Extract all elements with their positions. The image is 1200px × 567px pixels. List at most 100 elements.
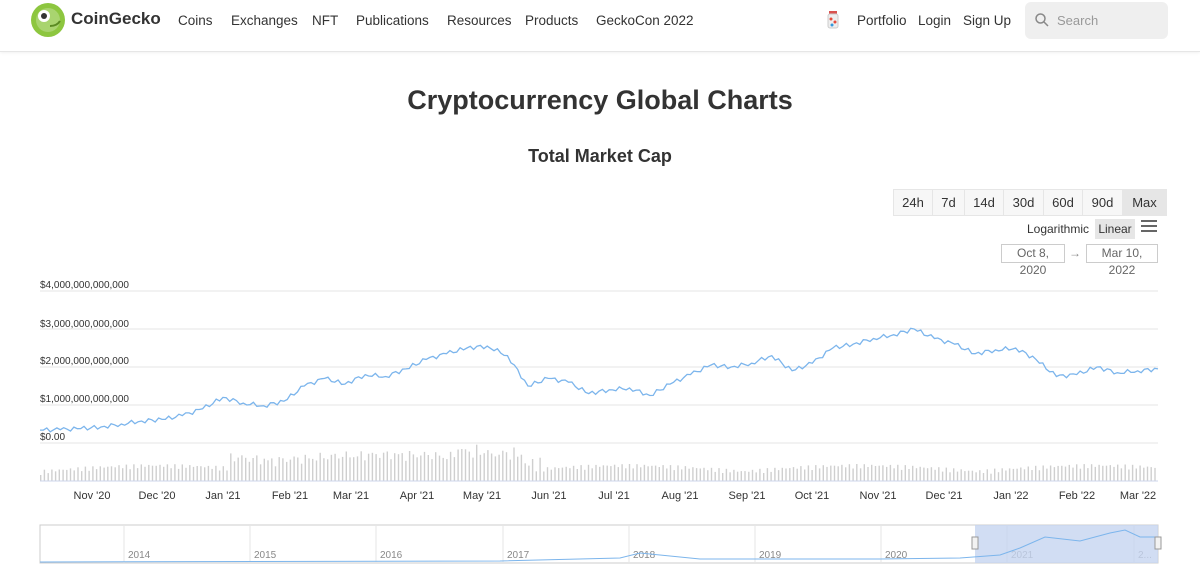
volume-bar <box>1072 467 1074 481</box>
scale-linear-button[interactable]: Linear <box>1095 219 1135 239</box>
market-cap-chart[interactable]: Nov '20 Dec '20 Jan '21 Feb '21 Mar '21 Apr '… <box>0 275 1200 567</box>
volume-bar <box>349 457 351 481</box>
nav-resources[interactable]: Resources <box>447 13 512 28</box>
volume-bar <box>420 455 422 481</box>
volume-bar <box>658 467 660 481</box>
scale-logarithmic-button[interactable]: Logarithmic <box>1026 222 1090 236</box>
market-cap-line[interactable] <box>40 327 1159 433</box>
volume-bar <box>845 467 847 481</box>
volume-bar <box>1135 468 1137 481</box>
volume-bar <box>606 465 608 481</box>
range-14d-button[interactable]: 14d <box>965 190 1004 215</box>
volume-bar <box>699 468 701 481</box>
x-tick-label: Sep '21 <box>729 490 766 502</box>
x-tick-label: Jul '21 <box>598 490 629 502</box>
volume-bar <box>353 457 355 481</box>
search-input[interactable] <box>1057 10 1157 30</box>
volume-bar <box>47 473 49 481</box>
volume-bar <box>1027 466 1029 481</box>
volume-bar <box>1001 468 1003 481</box>
x-tick-label: Mar '21 <box>333 490 369 502</box>
navigator-selection[interactable] <box>975 525 1158 563</box>
volume-bar <box>979 470 981 481</box>
x-axis-labels: Nov '20 Dec '20 Jan '21 Feb '21 Mar '21 Apr '… <box>74 490 1157 502</box>
volume-bar <box>438 455 441 481</box>
volume-bar <box>345 451 347 481</box>
volume-bar <box>949 472 951 481</box>
navigator-left-handle[interactable] <box>971 536 979 550</box>
volume-bar <box>789 468 791 481</box>
range-60d-button[interactable]: 60d <box>1044 190 1083 215</box>
volume-bar <box>103 467 105 481</box>
navigator[interactable]: 201420152016201720182019202020212... <box>39 524 1162 564</box>
volume-bar <box>751 469 754 481</box>
volume-bar <box>99 466 101 481</box>
top-navbar: CoinGecko Coins Exchanges NFT Publicatio… <box>0 0 1200 52</box>
volume-bar <box>543 471 545 481</box>
volume-bar <box>498 454 500 481</box>
volume-bar <box>390 459 392 481</box>
volume-bar <box>871 464 873 481</box>
volume-bar <box>505 452 508 481</box>
nav-login[interactable]: Login <box>918 13 952 28</box>
volume-bar <box>595 464 597 481</box>
volume-bar <box>177 468 180 481</box>
volume-bar <box>330 454 333 481</box>
volume-bar <box>1046 468 1048 481</box>
volume-bar <box>878 465 880 481</box>
volume-bar <box>1150 467 1152 481</box>
volume-bar <box>367 453 370 481</box>
volume-bar <box>1120 468 1123 481</box>
nav-coins[interactable]: Coins <box>178 13 213 28</box>
nav-geckocon[interactable]: GeckoCon 2022 <box>596 13 694 28</box>
range-24h-button[interactable]: 24h <box>894 190 933 215</box>
nav-nft[interactable]: NFT <box>312 13 339 28</box>
nav-portfolio[interactable]: Portfolio <box>857 13 907 28</box>
range-7d-button[interactable]: 7d <box>933 190 965 215</box>
volume-bar <box>73 470 75 481</box>
volume-bar <box>640 467 642 481</box>
menu-icon[interactable] <box>1141 220 1157 234</box>
nav-publications[interactable]: Publications <box>356 13 429 28</box>
range-max-button[interactable]: Max <box>1123 190 1166 215</box>
volume-bar <box>487 450 489 481</box>
volume-bar <box>613 464 616 481</box>
volume-bar <box>92 466 94 481</box>
volume-bar <box>755 472 757 481</box>
volume-bar <box>181 464 183 481</box>
volume-bar <box>569 468 571 481</box>
volume-bar <box>166 464 169 481</box>
volume-bar <box>1020 467 1022 481</box>
coingecko-logo-icon[interactable] <box>30 2 66 38</box>
navigator-right-handle[interactable] <box>1154 536 1162 550</box>
volume-bar <box>427 455 429 481</box>
volume-bar <box>617 467 619 481</box>
volume-bar <box>599 466 601 481</box>
volume-bar <box>856 464 858 481</box>
nav-products[interactable]: Products <box>525 13 579 28</box>
nav-signup[interactable]: Sign Up <box>963 13 1012 28</box>
volume-bar <box>986 469 988 481</box>
volume-bar <box>695 468 698 481</box>
volume-bar <box>215 465 217 481</box>
search-box[interactable] <box>1025 2 1168 39</box>
volume-bar <box>304 454 306 481</box>
volume-bar <box>136 468 139 481</box>
volume-bar <box>58 469 60 481</box>
volume-bar <box>714 471 716 481</box>
date-from-input[interactable]: Oct 8, 2020 <box>1001 244 1065 277</box>
brand-name[interactable]: CoinGecko <box>71 9 161 28</box>
candy-jar-icon[interactable] <box>827 11 839 29</box>
range-30d-button[interactable]: 30d <box>1004 190 1044 215</box>
volume-bar <box>502 450 504 481</box>
volume-bar <box>729 472 731 481</box>
volume-bar <box>494 456 497 481</box>
volume-bar <box>669 465 672 481</box>
volume-bar <box>576 469 578 481</box>
volume-bar <box>84 466 87 481</box>
volume-bar <box>237 457 239 481</box>
date-to-input[interactable]: Mar 10, 2022 <box>1086 244 1158 277</box>
range-90d-button[interactable]: 90d <box>1083 190 1123 215</box>
volume-bar <box>155 465 157 481</box>
nav-exchanges[interactable]: Exchanges <box>231 13 298 28</box>
